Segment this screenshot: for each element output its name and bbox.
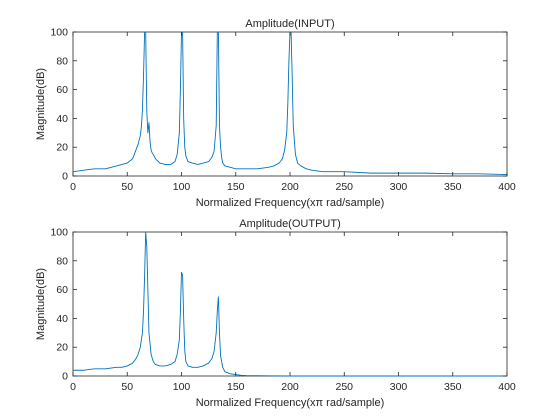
y-tick-label: 20 xyxy=(56,142,68,154)
x-tick-label: 250 xyxy=(335,381,353,393)
x-tick-label: 150 xyxy=(227,181,245,193)
x-tick-label: 200 xyxy=(281,181,299,193)
y-tick-label: 80 xyxy=(56,55,68,67)
x-tick-label: 400 xyxy=(498,181,516,193)
x-tick-label: 0 xyxy=(70,181,76,193)
x-tick-label: 350 xyxy=(444,181,462,193)
x-tick-label: 350 xyxy=(444,381,462,393)
x-tick-label: 250 xyxy=(335,181,353,193)
x-tick-label: 50 xyxy=(121,181,133,193)
x-tick-label: 50 xyxy=(121,381,133,393)
y-tick-label: 40 xyxy=(56,313,68,325)
x-tick-label: 400 xyxy=(498,381,516,393)
chart-title: Amplitude(INPUT) xyxy=(245,18,334,30)
x-tick-label: 0 xyxy=(70,381,76,393)
x-axis-label: Normalized Frequency(xπ rad/sample) xyxy=(196,397,385,409)
y-tick-label: 100 xyxy=(50,227,68,239)
y-tick-label: 0 xyxy=(62,371,68,383)
x-tick-label: 200 xyxy=(281,381,299,393)
y-tick-label: 0 xyxy=(62,171,68,183)
plot-area xyxy=(73,32,507,176)
y-axis-label: Magnitude(dB) xyxy=(35,68,47,140)
y-axis-label: Magnitude(dB) xyxy=(35,268,47,340)
x-tick-label: 150 xyxy=(227,381,245,393)
y-tick-label: 20 xyxy=(56,342,68,354)
x-tick-label: 100 xyxy=(173,381,191,393)
x-tick-label: 300 xyxy=(390,181,408,193)
x-tick-label: 300 xyxy=(390,381,408,393)
y-tick-label: 80 xyxy=(56,255,68,267)
chart-output-amplitude: 0 50 100 150 200 250 300 350 400 0 20 40 60 80 100 Ampl… xyxy=(35,218,516,409)
x-tick-label: 100 xyxy=(173,181,191,193)
y-tick-label: 100 xyxy=(50,27,68,39)
x-axis-label: Normalized Frequency(xπ rad/sample) xyxy=(196,197,385,209)
chart-title: Amplitude(OUTPUT) xyxy=(239,218,340,230)
chart-input-amplitude: 0 50 100 150 200 250 300 350 400 0 20 40 60 80 100 Ampl… xyxy=(35,18,516,209)
y-tick-label: 40 xyxy=(56,113,68,125)
y-tick-label: 60 xyxy=(56,84,68,96)
y-tick-label: 60 xyxy=(56,284,68,296)
